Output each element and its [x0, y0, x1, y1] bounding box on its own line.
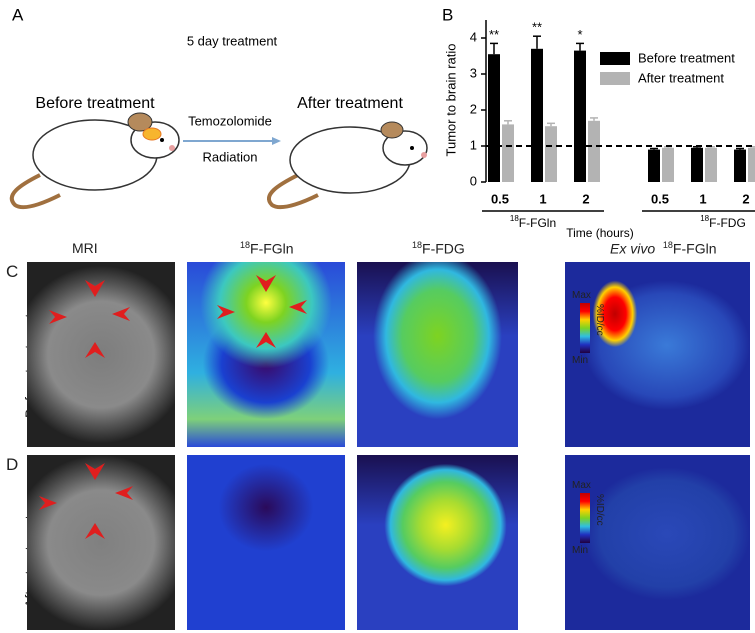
colorbar-gradient — [580, 493, 590, 543]
name: F-FDG — [709, 216, 746, 230]
name: F-FGln — [519, 216, 556, 230]
panel-letter: A — [12, 5, 24, 24]
y-tick-label: 1 — [470, 137, 477, 152]
legend-swatch — [600, 52, 630, 65]
x-tick-label: 2 — [742, 191, 749, 206]
before-label: Before treatment — [35, 95, 155, 112]
x-tick-label: 1 — [699, 191, 706, 206]
x-tick-label: 0.5 — [651, 191, 669, 206]
name: F-FDG — [422, 240, 465, 257]
chart: B Tumor to brain ratio Time (hours) 0 1 2 3… — [442, 5, 755, 240]
max: Max — [572, 480, 591, 491]
bar — [662, 147, 674, 182]
annotation: * — [577, 27, 582, 42]
unit: %ID/cc — [594, 304, 605, 336]
bar — [502, 124, 514, 182]
panel-letter: C — [6, 262, 19, 281]
panel-a: A 5 day treatment Before treatment After… — [9, 5, 428, 210]
bar — [545, 126, 557, 182]
bar — [705, 147, 717, 182]
drug: Temozolomide — [188, 113, 272, 128]
sup: 18 — [240, 240, 251, 250]
annotation: ** — [489, 27, 499, 42]
bar — [488, 54, 500, 183]
col-exvivo: Ex vivo 18F-FGln — [610, 240, 716, 257]
arrows — [39, 463, 133, 539]
name: F-FGln — [672, 240, 717, 257]
sup: 18 — [510, 214, 519, 223]
annotation: ** — [532, 20, 542, 35]
col-mri: MRI — [72, 240, 98, 256]
sup: 18 — [700, 214, 709, 223]
fdg-image — [357, 455, 518, 630]
col-fdg: 18F-FDG — [412, 240, 465, 257]
arrows — [49, 280, 130, 358]
bar — [588, 120, 600, 182]
y-tick-label: 0 — [470, 173, 477, 188]
legend-label: After treatment — [638, 70, 724, 85]
group-label: 18F-FGln — [510, 214, 556, 230]
x-tick-label: 0.5 — [491, 191, 509, 206]
legend-label: Before treatment — [638, 50, 735, 65]
colorbar: Max Min %ID/cc — [572, 290, 632, 370]
fdg-image — [357, 262, 518, 447]
headers: MRI 18F-FGln 18F-FDG Ex vivo 18F-FGln — [0, 240, 755, 260]
fgln-image — [187, 262, 345, 447]
legend-swatch — [600, 72, 630, 85]
y-tick-label: 2 — [470, 101, 477, 116]
duration: 5 day treatment — [187, 33, 278, 48]
bar — [734, 149, 746, 182]
panel-letter: B — [442, 5, 453, 24]
min: Min — [572, 545, 589, 556]
arrows — [217, 275, 307, 348]
mouse-after — [267, 121, 428, 210]
exvivo-image — [565, 455, 750, 630]
bar — [691, 147, 703, 182]
bar — [748, 147, 755, 182]
max: Max — [572, 290, 591, 301]
min: Min — [572, 355, 589, 366]
y-tick-label: 4 — [470, 29, 477, 44]
colorbar: Max Min %ID/cc — [572, 480, 632, 560]
radiation: Radiation — [203, 149, 258, 164]
x-tick-label: 2 — [582, 191, 589, 206]
sup: 18 — [412, 240, 423, 250]
colorbar-gradient — [580, 303, 590, 353]
bar — [648, 149, 660, 182]
exvivo-image — [565, 262, 750, 447]
fgln-image — [187, 455, 345, 630]
arrow-head — [272, 137, 281, 145]
mri-image — [27, 455, 175, 630]
x-axis-label: Time (hours) — [566, 226, 634, 240]
after-label: After treatment — [297, 95, 403, 112]
unit: %ID/cc — [594, 494, 605, 526]
x-tick-label: 1 — [539, 191, 546, 206]
panel-letter: D — [6, 455, 19, 474]
mri-image — [27, 262, 175, 447]
bar — [574, 50, 586, 182]
italic: Ex vivo — [610, 240, 656, 257]
mouse-before — [9, 112, 180, 210]
y-axis-label: Tumor to brain ratio — [443, 44, 458, 157]
group-label: 18F-FDG — [700, 214, 746, 230]
bar — [531, 48, 543, 182]
name: F-FGln — [250, 240, 294, 257]
col-fgln: 18F-FGln — [240, 240, 294, 257]
sup: 18 — [662, 240, 673, 250]
y-tick-label: 3 — [470, 65, 477, 80]
